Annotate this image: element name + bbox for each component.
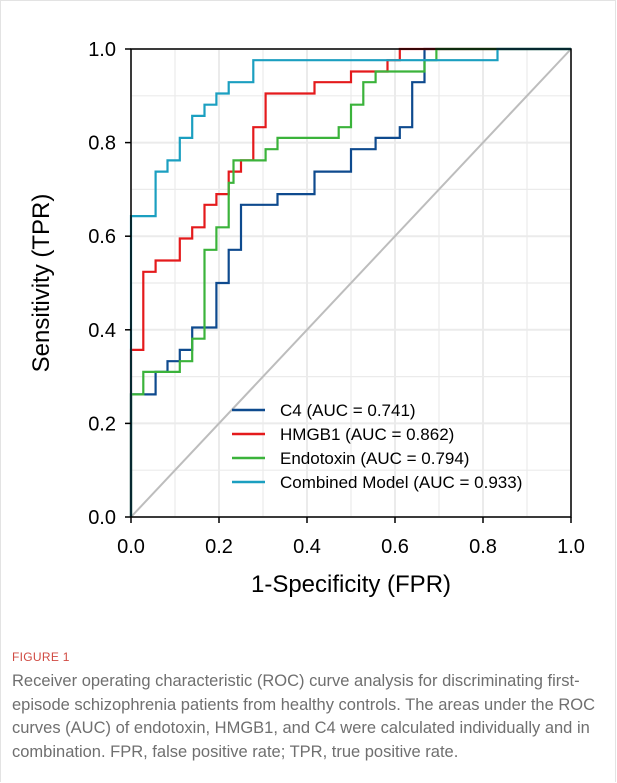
y-tick-label: 1.0	[88, 39, 116, 61]
series-line-1	[129, 47, 571, 517]
x-tick-label: 0.2	[205, 536, 233, 558]
y-tick-label: 0.2	[88, 413, 116, 435]
legend-entry: C4 (AUC = 0.741)	[280, 401, 416, 420]
y-tick-label: 0.6	[88, 226, 116, 248]
plot-border	[130, 48, 572, 518]
y-tick-label: 0.0	[88, 507, 116, 529]
x-tick-label: 0.4	[293, 536, 321, 558]
y-tick-label: 0.4	[88, 320, 116, 342]
figure-caption: Receiver operating characteristic (ROC) …	[12, 672, 596, 761]
roc-chart: 0.0 0.2 0.4 0.6 0.8 1.0 0.0 0.2 0.4 0.6 0.8 1.0 1-Sp…	[28, 39, 585, 598]
legend-entry: Endotoxin (AUC = 0.794)	[280, 449, 469, 468]
y-axis-label: Sensitivity (TPR)	[28, 194, 55, 373]
series-line-3	[129, 47, 571, 517]
x-tick-label: 1.0	[557, 536, 585, 558]
x-tick-label: 0.8	[469, 536, 497, 558]
legend-entry: HMGB1 (AUC = 0.862)	[280, 425, 454, 444]
series-line-4	[129, 47, 571, 517]
x-axis-label: 1-Specificity (FPR)	[251, 571, 451, 598]
figure-label: FIGURE 1	[12, 650, 70, 664]
x-tick-label: 0.6	[381, 536, 409, 558]
series-line-2	[129, 47, 571, 517]
y-tick-label: 0.8	[88, 133, 116, 155]
legend-entry: Combined Model (AUC = 0.933)	[280, 473, 522, 492]
diagonal-reference-line	[130, 48, 572, 518]
x-tick-label: 0.0	[117, 536, 145, 558]
